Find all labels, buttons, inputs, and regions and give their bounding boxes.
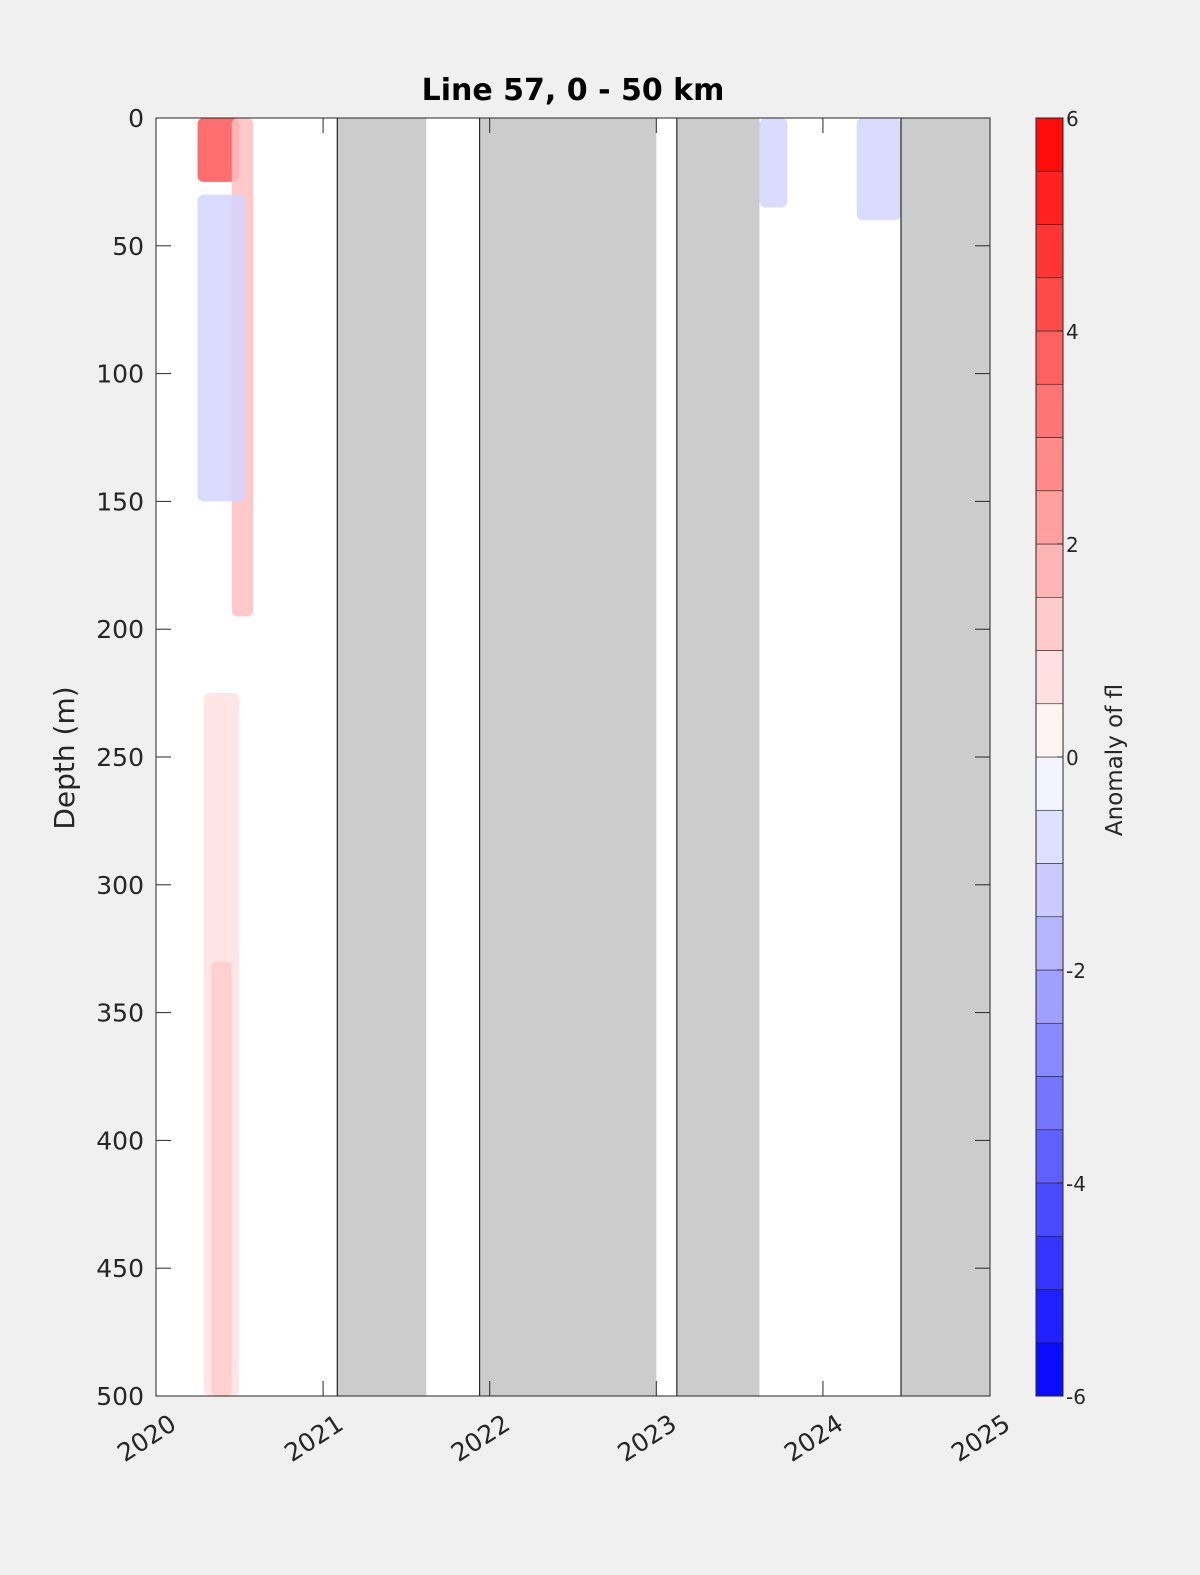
chart-title: Line 57, 0 - 50 km [422, 73, 725, 108]
colorbar-segment [1035, 1342, 1064, 1397]
colorbar-segment [1035, 756, 1064, 811]
colorbar-segment [1035, 863, 1064, 918]
colorbar-segment [1035, 1076, 1064, 1131]
y-tick-label: 50 [112, 232, 144, 261]
colorbar-segment [1035, 330, 1064, 385]
colorbar-segment [1035, 1129, 1064, 1184]
anomaly-region [856, 118, 901, 221]
y-tick-label: 300 [96, 871, 144, 900]
colorbar-segment [1035, 224, 1064, 279]
anomaly-region [759, 118, 788, 208]
y-tick-label: 100 [96, 360, 144, 389]
anomaly-region [211, 961, 232, 1396]
colorbar-segment [1035, 1022, 1064, 1077]
no-data-band [337, 118, 427, 1396]
y-tick-label: 200 [96, 615, 144, 644]
colorbar-segment [1035, 1182, 1064, 1237]
y-tick-label: 150 [96, 487, 144, 516]
colorbar-segment [1035, 1235, 1064, 1290]
colorbar-tick-label: 4 [1066, 320, 1079, 344]
colorbar-segment [1035, 650, 1064, 705]
colorbar-segment [1035, 596, 1064, 651]
y-tick-label: 450 [96, 1254, 144, 1283]
colorbar-label: Anomaly of fl [1102, 684, 1128, 836]
colorbar-tick-label: 2 [1066, 533, 1079, 557]
colorbar-segment [1035, 809, 1064, 864]
colorbar-segment [1035, 969, 1064, 1024]
colorbar-tick-label: -2 [1066, 959, 1086, 983]
colorbar-segment [1035, 117, 1064, 172]
y-axis-label: Depth (m) [48, 686, 81, 829]
colorbar-tick-label: 6 [1066, 107, 1079, 131]
no-data-band [676, 118, 760, 1396]
colorbar-segment [1035, 1289, 1064, 1344]
colorbar-tick-label: 0 [1066, 746, 1079, 770]
y-tick-label: 500 [96, 1382, 144, 1411]
y-axis: 0 50 100 150 200 250 300 350 400 450 500 [96, 104, 990, 1411]
y-tick-label: 400 [96, 1126, 144, 1155]
colorbar-segment [1035, 277, 1064, 332]
colorbar-tick-label: -4 [1066, 1172, 1086, 1196]
y-tick-label: 350 [96, 999, 144, 1028]
colorbar-tick-label: -6 [1066, 1385, 1086, 1409]
colorbar-segment [1035, 437, 1064, 492]
colorbar-segment [1035, 916, 1064, 971]
colorbar-segment [1035, 490, 1064, 545]
colorbar-segment [1035, 703, 1064, 758]
colorbar-segment [1035, 543, 1064, 598]
no-data-band [479, 118, 657, 1396]
y-tick-label: 0 [128, 104, 144, 133]
plot-area [155, 117, 991, 1397]
anomaly-region [197, 194, 246, 502]
colorbar-segment [1035, 383, 1064, 438]
anomaly-region [197, 118, 240, 182]
colorbar-segment [1035, 170, 1064, 225]
colorbar: -6 -4 -2 0 2 4 6 [1035, 107, 1086, 1409]
y-tick-label: 250 [96, 743, 144, 772]
